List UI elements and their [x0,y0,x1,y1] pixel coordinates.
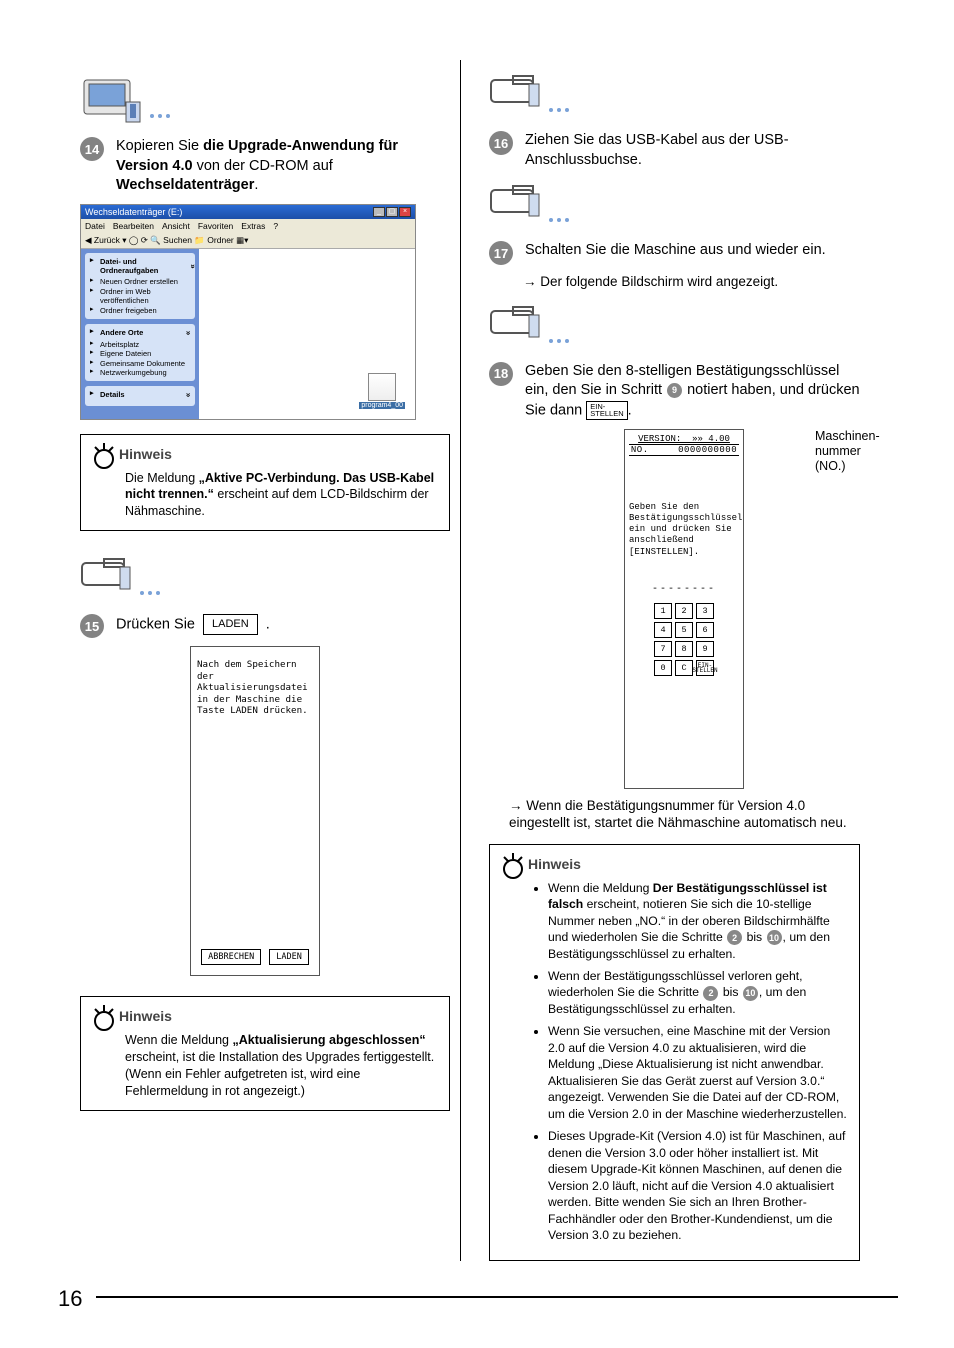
ref-badge: 2 [727,930,742,945]
window-menubar: DateiBearbeitenAnsichtFavoritenExtras? [81,219,415,233]
task-panel-title: Datei- und Ordneraufgaben [90,257,190,276]
hinweis-item: Wenn der Bestätigungsschlüssel verloren … [548,968,847,1017]
keypad-key: 5 [675,622,693,638]
step-badge-14: 14 [80,137,104,161]
step-18-text: Geben Sie den 8-stelligen Bestätigungssc… [525,362,860,421]
hinweis-icon [498,851,528,886]
page-number: 16 [58,1286,82,1312]
device-icon [80,557,450,604]
callout-machine-number: Maschinen-nummer (NO.) [815,429,880,474]
hinweis-list: Wenn die Meldung Der Bestätigungsschlüss… [534,880,847,1244]
place-item: Arbeitsplatz [90,340,190,349]
lcd-panel-1: Nach dem Speichern der Aktualisierungsda… [190,646,320,976]
task-item: Neuen Ordner erstellen [90,277,190,286]
ref-badge-9: 9 [667,383,682,398]
step-badge-15: 15 [80,614,104,638]
hinweis-item: Wenn die Meldung Der Bestätigungsschlüss… [548,880,847,962]
laden-chip: LADEN [203,614,258,635]
ref-badge: 10 [767,930,782,945]
keypad-key: 1 [654,603,672,619]
task-item: Ordner freigeben [90,306,190,315]
step-16-text: Ziehen Sie das USB-Kabel aus der USB-Ans… [525,131,860,170]
window-toolbar: ◀ Zurück ▾ ◯ ⟳ 🔍 Suchen 📁 Ordner ▦▾ [81,233,415,249]
lcd-keypad: 1 2 3 4 5 6 7 8 9 0 C EIN- STELLEN [629,603,739,676]
hinweis-title: Hinweis [119,1007,437,1026]
keypad-key: 2 [675,603,693,619]
keypad-key: 8 [675,641,693,657]
keypad-key: 0 [654,660,672,676]
keypad-key: 6 [696,622,714,638]
step-14-text: Kopieren Sie die Upgrade-Anwendung für V… [116,137,450,196]
device-icon [489,74,860,121]
step-badge-18: 18 [489,362,513,386]
ref-badge: 2 [703,986,718,1001]
hinweis-text: Die Meldung „Aktive PC-Verbindung. Das U… [125,470,437,521]
lcd-no-line: NO. 0000000000 [629,444,739,456]
disk-icon [80,74,450,127]
explorer-window: Wechseldatenträger (E:) _▢× DateiBearbei… [80,204,416,420]
hinweis-title: Hinweis [119,445,437,464]
hinweis-box-1: Hinweis Die Meldung „Aktive PC-Verbindun… [80,434,450,532]
device-icon [489,305,860,352]
hinweis-box-3: Hinweis Wenn die Meldung Der Bestätigung… [489,844,860,1261]
lcd-panel-2: VERSION: »» 4.00 NO. 0000000000 Geben Si… [624,429,744,789]
place-item: Gemeinsame Dokumente [90,359,190,368]
keypad-key: 3 [696,603,714,619]
einstellen-chip: EIN- STELLEN [586,401,627,420]
lcd-version-line: VERSION: »» 4.00 [629,434,739,444]
keypad-key: 4 [654,622,672,638]
details-panel-title: Details [90,390,190,400]
confirmation-arrow: → Wenn die Bestätigungsnummer für Versio… [509,797,860,832]
hinweis-item: Wenn Sie versuchen, eine Maschine mit de… [548,1023,847,1122]
place-item: Netzwerkumgebung [90,368,190,377]
place-item: Eigene Dateien [90,349,190,358]
places-panel-title: Andere Orte [90,328,190,338]
lcd-input-dashes: -------- [629,584,739,595]
hinweis-title: Hinweis [528,855,847,874]
keypad-key: 9 [696,641,714,657]
lcd-cancel-button: ABBRECHEN [201,949,261,966]
keypad-key: 7 [654,641,672,657]
lcd-load-button: LADEN [269,949,309,966]
step-badge-16: 16 [489,131,513,155]
hinweis-icon [89,441,119,476]
lcd-message: Nach dem Speichern der Aktualisierungsda… [197,659,313,717]
step-badge-17: 17 [489,241,513,265]
hinweis-icon [89,1003,119,1038]
keypad-key: EIN- STELLEN [696,660,714,676]
footer-rule [96,1296,898,1298]
device-icon [489,184,860,231]
step-15-text: Drücken Sie LADEN . [116,614,270,635]
hinweis-item: Dieses Upgrade-Kit (Version 4.0) ist für… [548,1128,847,1243]
keypad-key: C [675,660,693,676]
hinweis-box-2: Hinweis Wenn die Meldung „Aktualisierung… [80,996,450,1110]
step-17-text: Schalten Sie die Maschine aus und wieder… [525,241,826,261]
task-item: Ordner im Web veröffentlichen [90,287,190,306]
ref-badge: 10 [743,986,758,1001]
step-17-arrow: → Der folgende Bildschirm wird angezeigt… [523,273,860,291]
file-icon: program4_00 [359,373,405,409]
hinweis-text: Wenn die Meldung „Aktualisierung abgesch… [125,1032,437,1100]
lcd-instruction: Geben Sie den Bestätigungsschlüssel ein … [629,502,739,558]
window-title: Wechseldatenträger (E:) [85,207,182,217]
